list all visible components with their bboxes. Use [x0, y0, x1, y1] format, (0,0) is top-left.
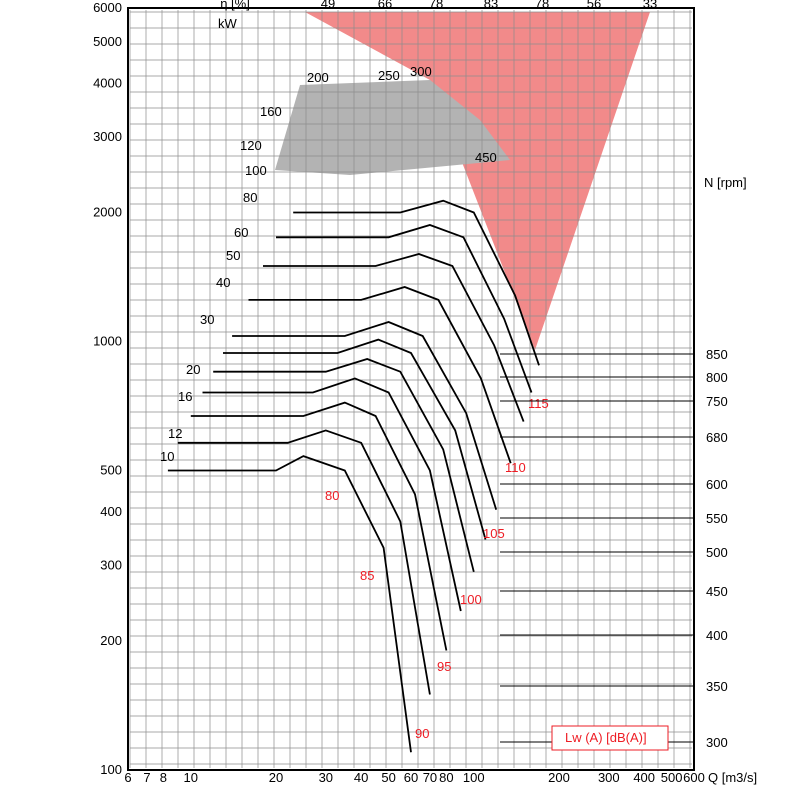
x-tick-label: 80 — [439, 770, 453, 785]
power-label: 160 — [260, 104, 282, 119]
power-label: 40 — [216, 275, 230, 290]
rpm-curve-600 — [232, 321, 498, 510]
x-tick-label: 40 — [354, 770, 368, 785]
high-power-region — [275, 80, 510, 175]
rpm-curve-750 — [263, 253, 525, 422]
sound-label: 85 — [360, 568, 374, 583]
rpm-tick-label: 600 — [706, 477, 728, 492]
x-tick-label: 600 — [683, 770, 705, 785]
legend-label: Lw (A) [dB(A)] — [565, 730, 647, 745]
efficiency-tick-label: 33 — [643, 0, 657, 11]
x-tick-label: 20 — [269, 770, 283, 785]
sound-label: 105 — [483, 526, 505, 541]
x-tick-label: 10 — [184, 770, 198, 785]
max-speed-region — [305, 12, 650, 350]
rpm-axis-label: N [rpm] — [704, 175, 747, 190]
power-label: 450 — [475, 150, 497, 165]
x-tick-label: 70 — [423, 770, 437, 785]
rpm-tick-label: 680 — [706, 430, 728, 445]
x-tick-label: 300 — [598, 770, 620, 785]
rpm-tick-label: 800 — [706, 370, 728, 385]
efficiency-tick-label: 83 — [484, 0, 498, 11]
y-tick-label: 2000 — [93, 204, 122, 219]
efficiency-tick-label: η [%] — [220, 0, 250, 11]
unit-label: kW — [218, 16, 238, 31]
sound-label: 110 — [505, 460, 526, 475]
y-tick-label: 300 — [100, 558, 122, 573]
sound-label: 115 — [528, 396, 549, 411]
x-tick-label: 60 — [404, 770, 418, 785]
y-tick-label: 3000 — [93, 129, 122, 144]
y-tick-label: 100 — [100, 762, 122, 777]
x-tick-label: 30 — [319, 770, 333, 785]
sound-label: 100 — [460, 592, 482, 607]
power-label: 10 — [160, 449, 174, 464]
rpm-tick-label: 450 — [706, 584, 728, 599]
operating-regions — [275, 12, 650, 350]
power-label: 200 — [307, 70, 329, 85]
power-label: 20 — [186, 362, 200, 377]
power-label: 60 — [234, 225, 248, 240]
efficiency-tick-label: 78 — [429, 0, 443, 11]
rpm-curve-350 — [177, 429, 431, 695]
rpm-curve-400 — [190, 401, 448, 651]
rpm-curve-500 — [213, 358, 475, 573]
rpm-curve-550 — [223, 338, 487, 540]
grid-lines — [129, 10, 692, 768]
power-label: 100 — [245, 163, 267, 178]
efficiency-tick-label: 66 — [378, 0, 392, 11]
y-tick-label: 200 — [100, 633, 122, 648]
rpm-curve-450 — [202, 377, 462, 612]
rpm-curve-850 — [293, 199, 540, 366]
rpm-tick-label: 850 — [706, 347, 728, 362]
y-tick-label: 1000 — [93, 333, 122, 348]
x-tick-label: 6 — [124, 770, 131, 785]
y-tick-label: 4000 — [93, 75, 122, 90]
plot-frame — [127, 7, 695, 771]
efficiency-tick-label: 56 — [587, 0, 601, 11]
sound-level-curves: 80 85 90 95 100 105 110 115 — [325, 396, 549, 741]
rpm-curve-300 — [167, 455, 412, 753]
power-label: 120 — [240, 138, 262, 153]
x-tick-label: 500 — [661, 770, 683, 785]
rpm-tick-label: 350 — [706, 679, 728, 694]
sound-label: 80 — [325, 488, 339, 503]
tick-labels: 100 200 300 400 500 1000 2000 3000 4000 5000 6000 6… — [93, 0, 728, 785]
efficiency-tick-label: 78 — [535, 0, 549, 11]
power-label: 30 — [200, 312, 214, 327]
y-tick-label: 400 — [100, 504, 122, 519]
power-label: 12 — [168, 426, 182, 441]
power-label: 50 — [226, 248, 240, 263]
x-tick-label: 8 — [160, 770, 167, 785]
y-tick-label: 500 — [100, 462, 122, 477]
rpm-tick-label: 400 — [706, 628, 728, 643]
rpm-tick-label: 300 — [706, 735, 728, 750]
power-label: 80 — [243, 190, 257, 205]
rpm-curve-680 — [248, 286, 512, 464]
x-tick-label: 100 — [463, 770, 485, 785]
power-label: 16 — [178, 389, 192, 404]
sound-label: 95 — [437, 659, 451, 674]
x-tick-label: 200 — [548, 770, 570, 785]
x-tick-label: 7 — [143, 770, 150, 785]
power-label: 300 — [410, 64, 432, 79]
efficiency-tick-label: 49 — [321, 0, 335, 11]
sound-label: 90 — [415, 726, 429, 741]
rpm-tick-label: 750 — [706, 394, 728, 409]
x-tick-label: 50 — [381, 770, 395, 785]
legend: Lw (A) [dB(A)] — [551, 725, 669, 751]
rpm-tick-label: 500 — [706, 545, 728, 560]
x-axis-label: Q [m3/s] — [708, 770, 757, 785]
rpm-tick-label: 550 — [706, 511, 728, 526]
y-tick-label: 6000 — [93, 0, 122, 15]
rpm-curve-800 — [276, 224, 533, 393]
x-tick-label: 400 — [633, 770, 655, 785]
rpm-curves — [167, 199, 540, 753]
y-tick-label: 5000 — [93, 34, 122, 49]
power-label: 250 — [378, 68, 400, 83]
